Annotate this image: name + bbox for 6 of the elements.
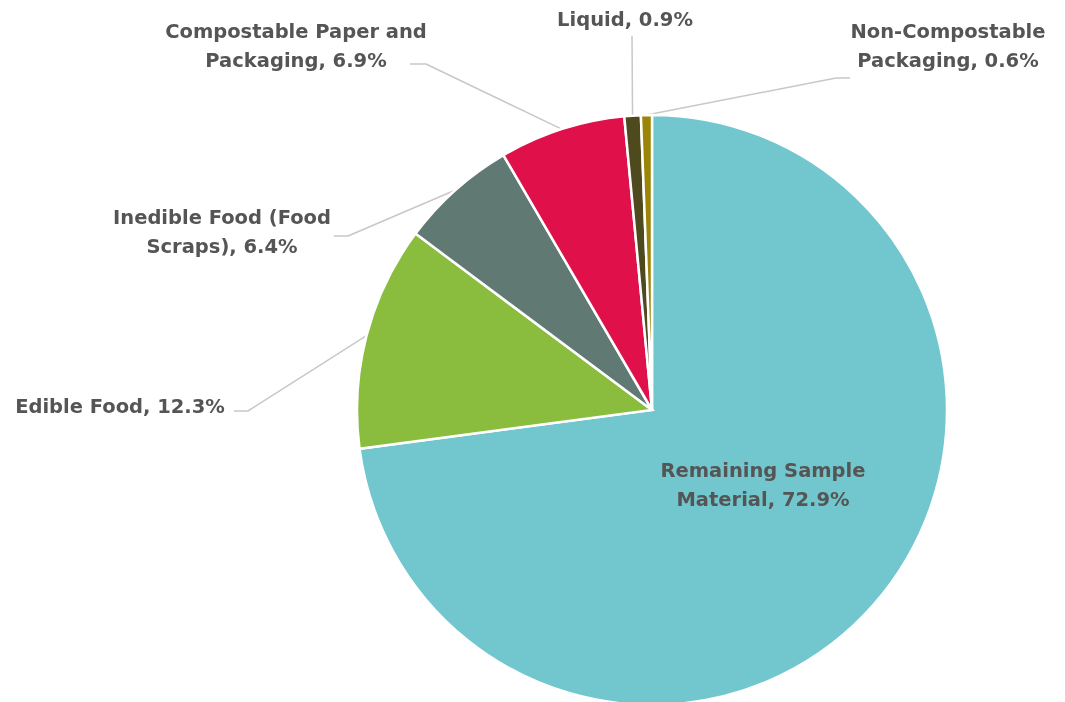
slice-label: Liquid, 0.9% — [557, 8, 693, 31]
slice-label: Compostable Paper and Packaging, 6.9% — [165, 20, 427, 72]
slice-label: Remaining Sample Material, 72.9% — [660, 459, 866, 511]
slice-label: Edible Food, 12.3% — [15, 395, 225, 418]
slice-label: Inedible Food (Food Scraps), 6.4% — [113, 206, 331, 258]
slice-label: Non-Compostable Packaging, 0.6% — [850, 20, 1046, 72]
